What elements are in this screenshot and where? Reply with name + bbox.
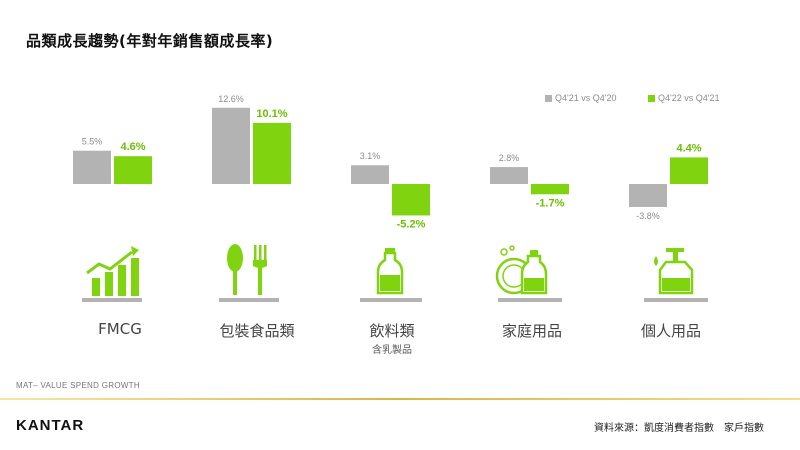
footnote: MAT– VALUE SPEND GROWTH [16,381,140,390]
category-label-fmcg: FMCG [98,320,142,338]
bar-series-1-0 [73,150,111,184]
milk-bottle-icon [360,248,422,302]
dish-soap-icon [495,245,562,302]
legend-item-series-2: Q4'22 vs Q4'21 [648,93,719,103]
data-label-series-2-0: 4.6% [120,141,145,153]
legend-swatch-gray [545,94,552,102]
bar-series-2-2 [392,184,430,216]
category-label-personal-care: 個人用品 [640,322,701,340]
data-label-series-1-3: 2.8% [499,153,520,163]
bar-series-1-1 [212,107,250,184]
pump-bottle-icon [644,248,708,302]
bar-series-2-1 [253,122,291,184]
legend-item-series-1: Q4'21 vs Q4'20 [545,93,616,103]
bar-series-1-3 [490,167,528,184]
data-label-series-1-4: -3.8% [636,211,660,221]
data-label-series-1-2: 3.1% [360,151,381,161]
data-label-series-2-3: -1.7% [536,197,565,209]
brand-logo: KANTAR [16,417,85,434]
legend-label: Q4'22 vs Q4'21 [658,93,720,103]
data-label-series-1-0: 5.5% [82,137,103,147]
category-label-beverages: 飲料類 [369,322,415,340]
bar-series-1-2 [351,165,389,184]
source-note: 資料來源：凱度消費者指數 家戶指數 [594,423,764,434]
data-label-series-2-1: 10.1% [256,108,287,120]
category-sublabel-dairy: 含乳製品 [372,345,412,356]
data-label-series-2-2: -5.2% [397,218,426,230]
bar-series-1-4 [629,184,667,207]
fork-spoon-icon [219,244,279,302]
bar-series-2-0 [114,156,152,184]
growth-chart-icon [82,246,142,302]
bar-series-2-3 [531,184,569,195]
legend-label: Q4'21 vs Q4'20 [555,93,617,103]
divider [0,398,800,400]
legend-swatch-green [648,94,655,102]
category-label-packaged-food: 包裝食品類 [219,322,295,340]
data-label-series-1-1: 12.6% [218,94,244,104]
bar-series-2-4 [670,157,708,184]
category-label-household: 家庭用品 [501,322,562,340]
chart-title: 品類成長趨勢(年對年銷售額成長率) [26,32,274,50]
data-label-series-2-4: 4.4% [676,142,701,154]
